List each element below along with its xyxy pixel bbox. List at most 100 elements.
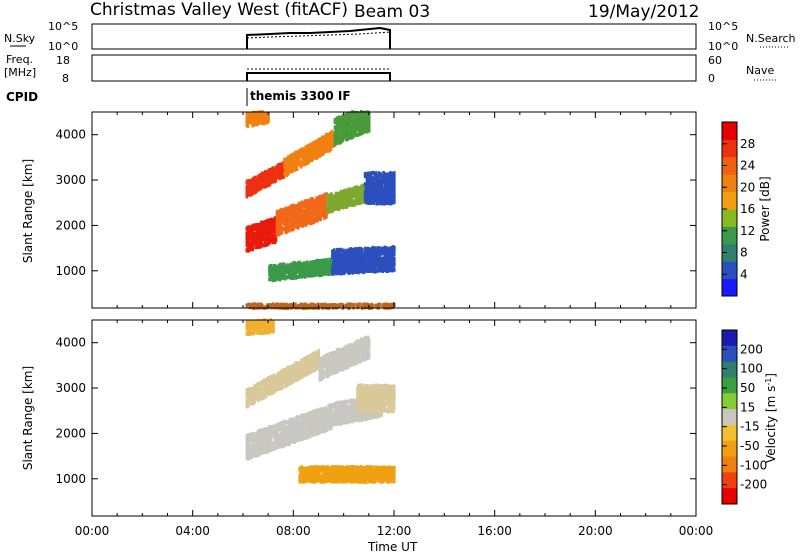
- heatmap-cell: [302, 222, 306, 227]
- heatmap-cell: [250, 454, 253, 459]
- heatmap-cell: [361, 248, 364, 253]
- heatmap-cell: [255, 223, 258, 227]
- heatmap-cell: [383, 268, 386, 272]
- heatmap-cell: [327, 142, 331, 147]
- heatmap-cell: [279, 214, 283, 219]
- heatmap-cell: [254, 383, 257, 388]
- heatmap-cell: [279, 222, 283, 227]
- heatmap-cell: [290, 417, 293, 422]
- heatmap-cell: [357, 418, 360, 423]
- heatmap-cell: [261, 388, 264, 393]
- colorbar-tick-label: 28: [740, 137, 755, 151]
- heatmap-cell: [283, 419, 286, 424]
- heatmap-cell: [336, 415, 340, 420]
- power-colorbar-label: Power [dB]: [758, 176, 772, 241]
- heatmap-cell: [335, 370, 338, 374]
- heatmap-cell: [309, 209, 313, 214]
- heatmap-cell: [343, 192, 347, 197]
- heatmap-cell: [273, 380, 277, 385]
- heatmap-cell: [372, 414, 376, 419]
- heatmap-cell: [369, 184, 373, 189]
- heatmap-cell: [313, 362, 317, 367]
- heatmap-cell: [258, 235, 261, 240]
- heatmap-cell: [374, 251, 378, 256]
- heatmap-cell: [273, 231, 277, 236]
- heatmap-cell: [276, 274, 280, 279]
- heatmap-cell: [259, 181, 262, 186]
- heatmap-cell: [297, 225, 300, 230]
- heatmap-cell: [376, 260, 380, 265]
- heatmap-cell: [271, 166, 275, 171]
- nsky-label: N.Sky: [4, 32, 36, 45]
- heatmap-cell: [245, 323, 249, 328]
- heatmap-cell: [274, 235, 278, 240]
- heatmap-cell: [267, 119, 270, 124]
- heatmap-cell: [307, 273, 311, 278]
- heatmap-cell: [325, 212, 328, 217]
- colorbar-tick-label: 16: [740, 202, 755, 216]
- heatmap-cell: [277, 229, 281, 234]
- heatmap-cell: [360, 269, 363, 274]
- heatmap-cell: [282, 174, 285, 179]
- heatmap-cell: [272, 329, 275, 334]
- heatmap-cell: [344, 199, 348, 204]
- heatmap-cell: [325, 362, 328, 367]
- heatmap-cell: [274, 238, 278, 243]
- heatmap-cell: [337, 400, 341, 405]
- heatmap-cell: [354, 358, 357, 363]
- heatmap-cell: [317, 349, 321, 353]
- heatmap-cell: [375, 192, 379, 197]
- heatmap-cell: [297, 213, 300, 218]
- heatmap-cell: [393, 192, 396, 197]
- heatmap-cell: [251, 395, 254, 400]
- heatmap-cell: [268, 240, 272, 245]
- heatmap-cell: [247, 321, 250, 326]
- heatmap-cell: [275, 436, 279, 441]
- heatmap-cell: [367, 192, 371, 196]
- y-tick-label: 4000: [55, 128, 86, 142]
- heatmap-cell: [312, 351, 316, 356]
- colorbar-tick-label: 24: [740, 159, 755, 173]
- heatmap-cell: [341, 138, 344, 142]
- heatmap-cell: [320, 359, 323, 364]
- heatmap-cell: [347, 196, 351, 200]
- heatmap-cell: [298, 418, 301, 423]
- heatmap-cell: [256, 319, 259, 324]
- heatmap-cell: [245, 242, 249, 247]
- heatmap-cell: [290, 262, 293, 267]
- heatmap-cell: [325, 258, 328, 263]
- heatmap-cell: [255, 239, 258, 244]
- heatmap-cell: [266, 242, 270, 247]
- heatmap-cell: [357, 264, 360, 269]
- heatmap-cell: [384, 172, 387, 177]
- heatmap-cell: [265, 394, 268, 399]
- heatmap-cell: [381, 201, 384, 206]
- heatmap-cell: [387, 172, 390, 177]
- heatmap-cell: [302, 214, 306, 219]
- heatmap-cell: [247, 433, 251, 438]
- heatmap-cell: [368, 198, 372, 203]
- heatmap-cell: [360, 411, 363, 416]
- heatmap-cell: [317, 355, 321, 360]
- heatmap-cell: [253, 235, 256, 240]
- heatmap-cell: [297, 156, 301, 161]
- freq-right-tick-top: 60: [708, 54, 722, 67]
- heatmap-cell: [340, 271, 344, 276]
- freq-label: Freq.: [6, 53, 33, 66]
- heatmap-cell: [253, 400, 256, 404]
- heatmap-cell: [351, 132, 354, 137]
- heatmap-cell: [307, 206, 311, 211]
- heatmap-cell: [352, 254, 355, 259]
- heatmap-cell: [335, 261, 339, 266]
- heatmap-cell: [279, 175, 282, 180]
- heatmap-cell: [305, 213, 309, 218]
- nsearch-trace: [246, 31, 391, 39]
- nsky-right-tick-bottom: 10^0: [708, 40, 738, 53]
- heatmap-cell: [289, 211, 292, 215]
- heatmap-cell: [305, 260, 309, 265]
- heatmap-cell: [289, 365, 292, 370]
- heatmap-cell: [339, 353, 343, 358]
- heatmap-cell: [335, 421, 339, 426]
- heatmap-cell: [268, 182, 272, 187]
